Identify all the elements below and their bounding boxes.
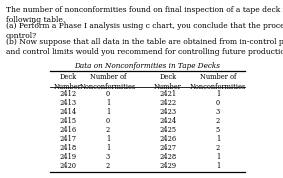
- Text: 1: 1: [106, 99, 110, 107]
- Text: 0: 0: [216, 99, 220, 107]
- Text: Deck
Number: Deck Number: [154, 73, 182, 91]
- Text: 2419: 2419: [59, 153, 77, 161]
- Text: 1: 1: [216, 153, 220, 161]
- Text: 3: 3: [216, 108, 220, 116]
- Text: 2412: 2412: [59, 90, 77, 98]
- Text: 2: 2: [216, 144, 220, 152]
- Text: 1: 1: [216, 135, 220, 143]
- Text: 0: 0: [106, 117, 110, 125]
- Text: 2415: 2415: [59, 117, 77, 125]
- Text: 2428: 2428: [159, 153, 177, 161]
- Text: 2413: 2413: [59, 99, 77, 107]
- Text: Number of
Nonconformities: Number of Nonconformities: [190, 73, 246, 91]
- Text: 2: 2: [106, 126, 110, 134]
- Text: (a) Perform a Phase I analysis using c chart, you conclude that the process is i: (a) Perform a Phase I analysis using c c…: [6, 22, 283, 40]
- Text: 2429: 2429: [159, 162, 177, 170]
- Text: 2420: 2420: [59, 162, 76, 170]
- Text: The number of nonconformities found on final inspection of a tape deck is shown : The number of nonconformities found on f…: [6, 6, 283, 24]
- Text: 2424: 2424: [159, 117, 177, 125]
- Text: 1: 1: [106, 108, 110, 116]
- Text: (b) Now suppose that all data in the table are obtained from in-control process.: (b) Now suppose that all data in the tab…: [6, 38, 283, 56]
- Text: 0: 0: [106, 90, 110, 98]
- Text: Number of
Nonconformities: Number of Nonconformities: [80, 73, 136, 91]
- Text: 2: 2: [216, 117, 220, 125]
- Text: 2427: 2427: [160, 144, 177, 152]
- Text: 2: 2: [106, 162, 110, 170]
- Text: 2426: 2426: [159, 135, 177, 143]
- Text: 2416: 2416: [59, 126, 77, 134]
- Text: 5: 5: [216, 126, 220, 134]
- Text: 2421: 2421: [159, 90, 177, 98]
- Text: Deck
Number: Deck Number: [54, 73, 82, 91]
- Text: 2423: 2423: [159, 108, 177, 116]
- Text: 2425: 2425: [159, 126, 177, 134]
- Text: 2414: 2414: [59, 108, 77, 116]
- Text: 1: 1: [216, 162, 220, 170]
- Text: 1: 1: [216, 90, 220, 98]
- Text: Data on Nonconformities in Tape Decks: Data on Nonconformities in Tape Decks: [74, 62, 220, 70]
- Text: 2417: 2417: [59, 135, 76, 143]
- Text: 2422: 2422: [159, 99, 177, 107]
- Text: 1: 1: [106, 144, 110, 152]
- Text: 1: 1: [106, 135, 110, 143]
- Text: 2418: 2418: [59, 144, 77, 152]
- Text: 3: 3: [106, 153, 110, 161]
